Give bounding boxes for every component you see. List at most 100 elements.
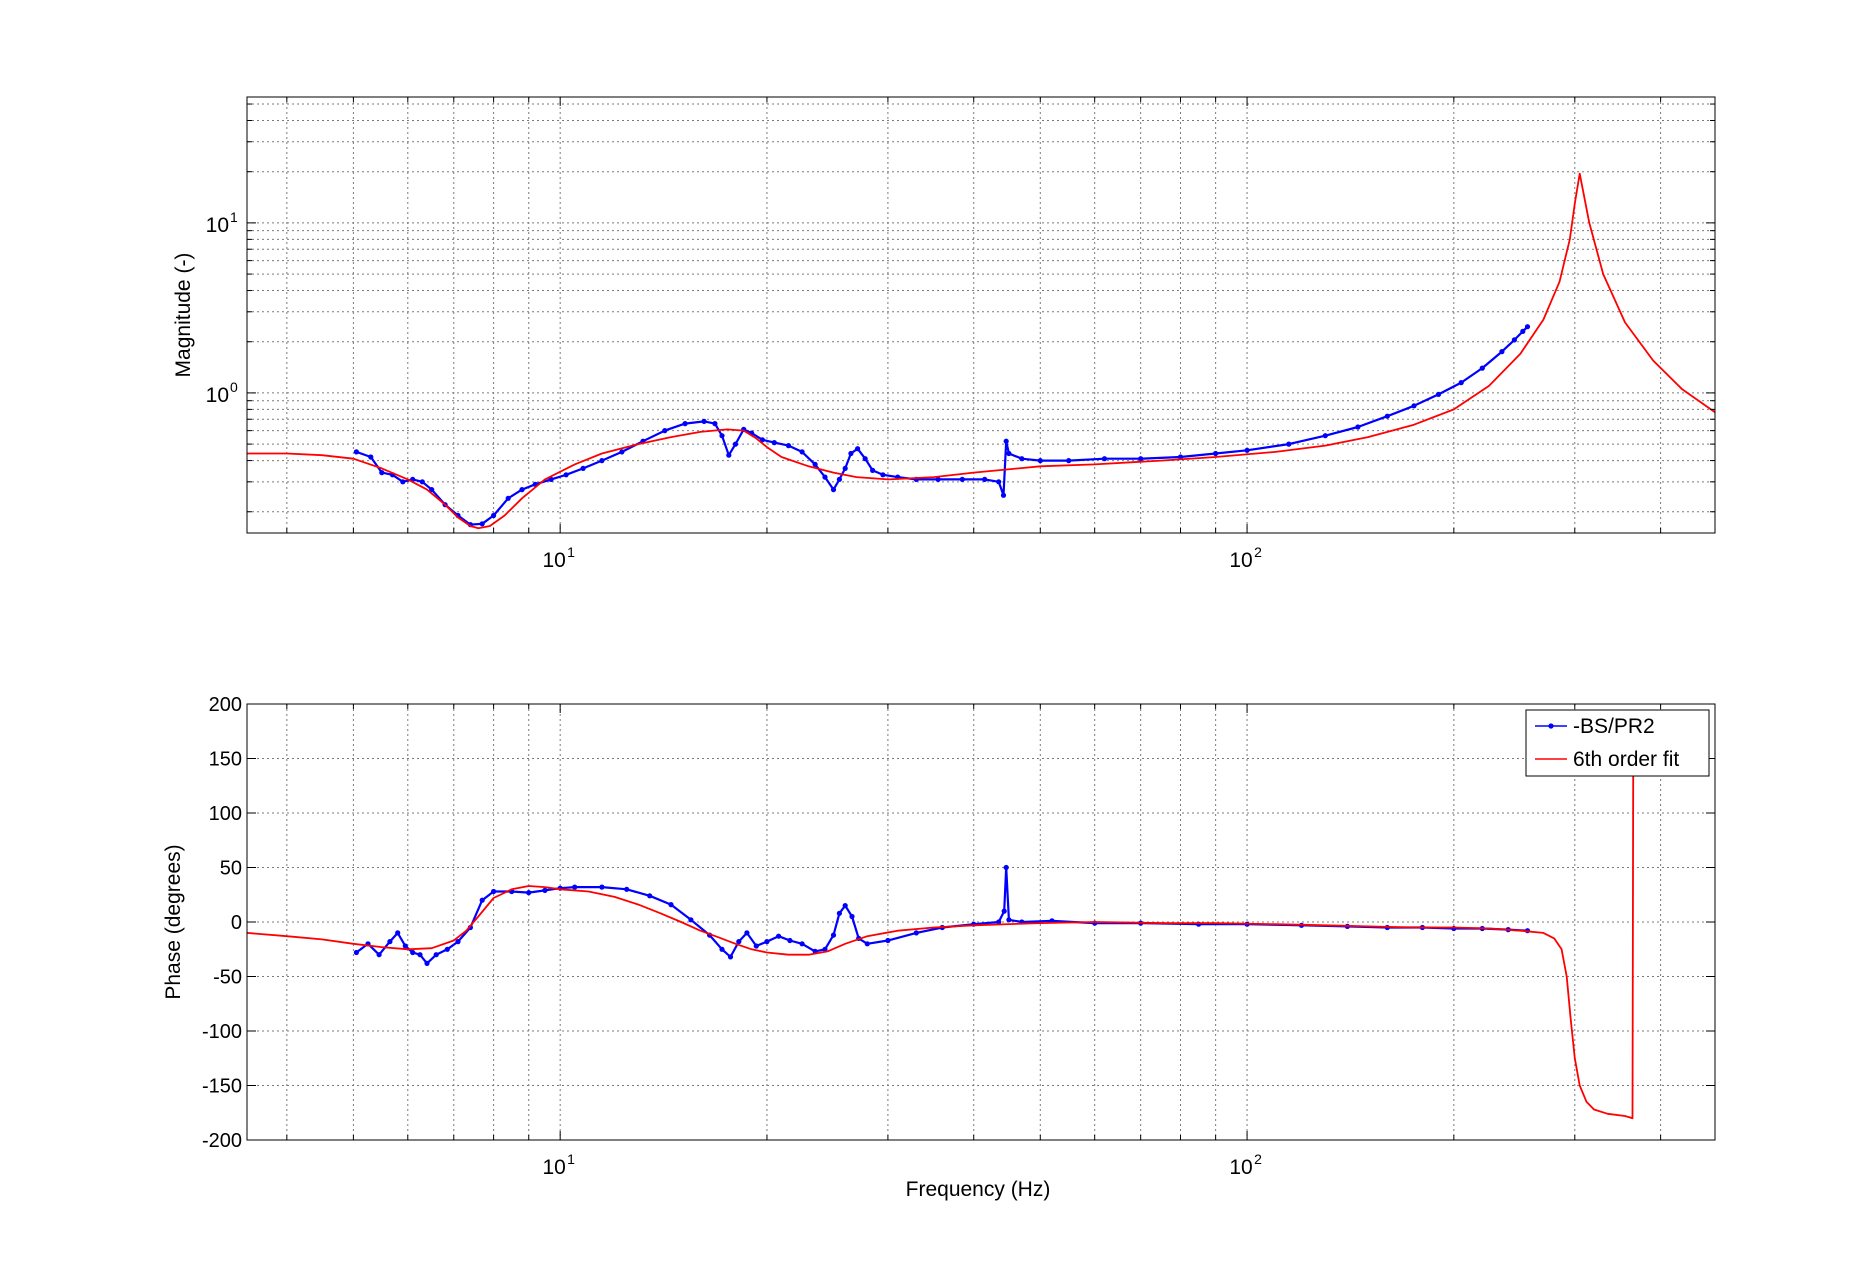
measured-data-point	[1019, 456, 1025, 462]
measured-data-point	[787, 937, 793, 944]
measured-data-point	[836, 476, 843, 482]
measured-data-point	[759, 437, 766, 443]
measured-data-point	[619, 449, 625, 455]
measured-data-point	[542, 887, 548, 894]
measured-data-point	[771, 440, 777, 446]
phase-plot-area	[247, 704, 1715, 1140]
legend-marker-measured	[1548, 723, 1554, 729]
measured-data-point	[1479, 365, 1485, 371]
measured-data-point	[368, 454, 374, 460]
y-tick-label: 10	[206, 384, 229, 407]
measured-data-point	[1006, 917, 1012, 923]
measured-data-point	[764, 939, 770, 945]
measured-data-point	[732, 441, 739, 447]
measured-data-point	[736, 939, 742, 945]
fit-series-line	[247, 172, 1716, 530]
measured-data-point	[848, 450, 854, 457]
measured-data-point	[744, 930, 750, 936]
measured-data-point	[402, 943, 408, 949]
measured-data-point	[505, 495, 511, 501]
y-tick-label: 200	[209, 694, 242, 716]
y-tick-label: -150	[202, 1076, 242, 1098]
measured-data-point	[563, 472, 569, 478]
measured-data-point	[776, 933, 782, 939]
measured-data-point	[548, 476, 554, 482]
fit-series-line	[246, 727, 1639, 1120]
measured-data-point	[753, 943, 759, 949]
measured-data-point	[935, 476, 941, 482]
measured-data-point	[842, 903, 848, 909]
measured-data-point	[1138, 456, 1144, 462]
y-tick-label: 100	[209, 803, 242, 825]
measured-data-point	[799, 941, 805, 947]
x-tick-label-exponent: 2	[1254, 544, 1262, 560]
y-tick-label-exponent: 0	[230, 379, 238, 395]
measured-data-point	[719, 433, 725, 439]
measured-data-point	[444, 946, 450, 952]
measured-data-point	[701, 418, 707, 424]
x-tick-label-exponent: 2	[1254, 1151, 1262, 1167]
measured-data-point	[864, 941, 870, 947]
measured-data-point	[1213, 450, 1219, 457]
y-tick-label: 50	[220, 858, 242, 880]
measured-data-point	[726, 452, 732, 458]
measured-data-point	[1000, 492, 1007, 498]
measured-data-point	[1520, 328, 1526, 334]
measured-data-point	[526, 890, 532, 896]
phase-tick-marks	[247, 704, 1715, 1140]
measured-data-point	[712, 421, 718, 427]
measured-data-point	[668, 902, 674, 908]
measured-data-point	[1435, 391, 1442, 397]
x-tick-label: 10	[1229, 1156, 1252, 1179]
measured-data-point	[885, 937, 891, 944]
measured-data-point	[688, 917, 694, 923]
measured-data-point	[1322, 433, 1328, 439]
measured-data-point	[376, 952, 382, 958]
x-tick-label-exponent: 1	[567, 544, 575, 560]
measured-data-point	[455, 939, 461, 945]
x-tick-label: 10	[542, 1156, 565, 1179]
measured-data-point	[880, 472, 886, 478]
y-tick-label: 150	[209, 749, 242, 771]
y-tick-label: -100	[202, 1021, 242, 1043]
measured-data-point	[996, 919, 1002, 925]
measured-data-point	[491, 512, 497, 519]
measured-data-point	[842, 465, 848, 471]
measured-data-point	[822, 474, 828, 480]
measured-data-point	[1037, 458, 1043, 464]
measured-data-point	[1499, 349, 1505, 355]
measured-data-point	[982, 476, 988, 482]
measured-data-point	[1524, 324, 1531, 330]
measured-data-point	[812, 461, 818, 467]
measured-data-point	[870, 467, 876, 473]
measured-data-point	[913, 930, 919, 936]
legend-label-fit: 6th order fit	[1573, 748, 1679, 771]
measured-data-point	[400, 479, 406, 485]
measured-data-point	[424, 960, 430, 967]
measured-data-point	[682, 421, 688, 427]
measured-data-point	[572, 884, 578, 890]
magnitude-y-axis-label: Magnitude (-)	[172, 253, 195, 378]
measured-data-point	[1411, 403, 1417, 409]
measured-series-line	[356, 325, 1529, 526]
measured-data-point	[353, 949, 359, 956]
measured-data-point	[1066, 458, 1072, 464]
measured-data-point	[996, 479, 1002, 485]
measured-data-point	[479, 521, 485, 527]
magnitude-axes-box	[246, 96, 1716, 534]
y-tick-label: -200	[202, 1130, 242, 1152]
measured-data-point	[849, 913, 855, 920]
measured-data-point	[1177, 454, 1184, 460]
measured-data-point	[491, 888, 497, 895]
measured-data-point	[624, 886, 630, 892]
phase-x-axis-label: Frequency (Hz)	[906, 1178, 1051, 1201]
x-tick-label: 10	[542, 549, 565, 572]
measured-data-point	[599, 458, 605, 464]
magnitude-x-tick-labels: 10 1 10 2	[542, 544, 1262, 572]
legend: -BS/PR2 6th order fit	[1525, 709, 1710, 777]
measured-data-point	[417, 952, 423, 958]
y-tick-label: -50	[213, 967, 242, 989]
measured-data-point	[519, 487, 525, 493]
